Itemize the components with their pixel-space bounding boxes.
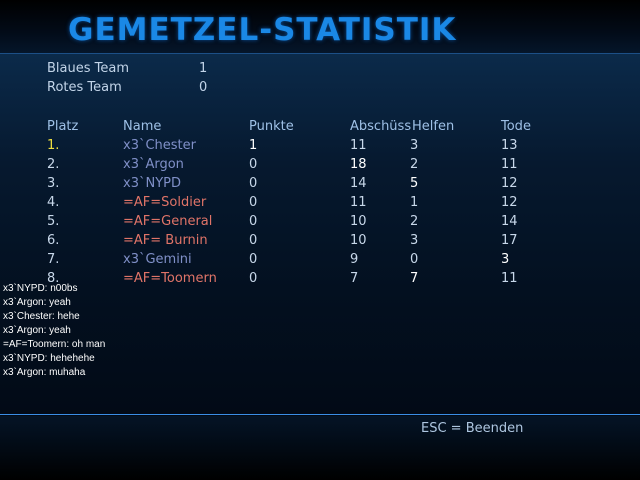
- player-rank: 5.: [47, 214, 60, 229]
- column-header-points: Punkte: [249, 119, 294, 134]
- player-points: 0: [249, 214, 258, 229]
- player-assists: 2: [410, 214, 419, 229]
- chat-message: x3`Argon: yeah: [3, 325, 71, 336]
- player-points: 0: [249, 233, 258, 248]
- player-rank: 1.: [47, 138, 60, 153]
- player-points: 0: [249, 176, 258, 191]
- exit-hint[interactable]: ESC = Beenden: [421, 421, 524, 436]
- player-kills: 18: [350, 157, 367, 172]
- player-assists: 3: [410, 138, 419, 153]
- chat-message: =AF=Toomern: oh man: [3, 339, 106, 350]
- player-deaths: 11: [501, 157, 518, 172]
- player-kills: 7: [350, 271, 359, 286]
- chat-log: x3`NYPD: n00bs x3`Argon: yeah x3`Chester…: [3, 282, 105, 380]
- player-rank: 4.: [47, 195, 60, 210]
- player-rank: 2.: [47, 157, 60, 172]
- team-score-blue: 1: [199, 61, 208, 76]
- player-assists: 0: [410, 252, 419, 267]
- player-rank: 6.: [47, 233, 60, 248]
- player-deaths: 3: [501, 252, 510, 267]
- player-deaths: 12: [501, 176, 518, 191]
- column-header-name: Name: [123, 119, 162, 134]
- player-name: =AF=Soldier: [123, 195, 207, 210]
- chat-message: x3`NYPD: n00bs: [3, 283, 78, 294]
- player-assists: 1: [410, 195, 419, 210]
- player-points: 0: [249, 271, 258, 286]
- player-rank: 3.: [47, 176, 60, 191]
- player-points: 0: [249, 252, 258, 267]
- player-rank: 7.: [47, 252, 60, 267]
- player-assists: 2: [410, 157, 419, 172]
- player-rank: 8.: [47, 271, 60, 286]
- player-deaths: 17: [501, 233, 518, 248]
- player-points: 0: [249, 157, 258, 172]
- player-name: x3`Gemini: [123, 252, 192, 267]
- team-label-blue: Blaues Team: [47, 61, 129, 76]
- column-header-deaths: Tode: [501, 119, 531, 134]
- player-name: =AF= Burnin: [123, 233, 208, 248]
- chat-message: x3`Argon: yeah: [3, 297, 71, 308]
- player-points: 0: [249, 195, 258, 210]
- chat-message: x3`Chester: hehe: [3, 311, 80, 322]
- footer-bar: [0, 416, 640, 480]
- divider-bottom: [0, 414, 640, 415]
- player-deaths: 14: [501, 214, 518, 229]
- player-kills: 10: [350, 233, 367, 248]
- divider-top: [0, 53, 640, 54]
- player-deaths: 12: [501, 195, 518, 210]
- player-kills: 10: [350, 214, 367, 229]
- player-name: x3`NYPD: [123, 176, 181, 191]
- player-deaths: 11: [501, 271, 518, 286]
- player-assists: 3: [410, 233, 419, 248]
- player-points: 1: [249, 138, 258, 153]
- player-kills: 14: [350, 176, 367, 191]
- chat-message: x3`Argon: muhaha: [3, 367, 86, 378]
- player-name: =AF=Toomern: [123, 271, 217, 286]
- player-assists: 5: [410, 176, 419, 191]
- player-assists: 7: [410, 271, 419, 286]
- column-header-assists: Helfen: [412, 119, 455, 134]
- column-header-rank: Platz: [47, 119, 79, 134]
- scoreboard-panel: [0, 54, 640, 416]
- player-name: x3`Argon: [123, 157, 184, 172]
- player-kills: 9: [350, 252, 359, 267]
- player-kills: 11: [350, 195, 367, 210]
- team-score-red: 0: [199, 80, 208, 95]
- player-deaths: 13: [501, 138, 518, 153]
- player-name: x3`Chester: [123, 138, 196, 153]
- player-name: =AF=General: [123, 214, 213, 229]
- column-header-kills: Abschüss: [350, 119, 412, 134]
- team-label-red: Rotes Team: [47, 80, 122, 95]
- header-bar: GEMETZEL-STATISTIK: [0, 0, 640, 54]
- chat-message: x3`NYPD: hehehehe: [3, 353, 95, 364]
- page-title: GEMETZEL-STATISTIK: [68, 12, 457, 48]
- player-kills: 11: [350, 138, 367, 153]
